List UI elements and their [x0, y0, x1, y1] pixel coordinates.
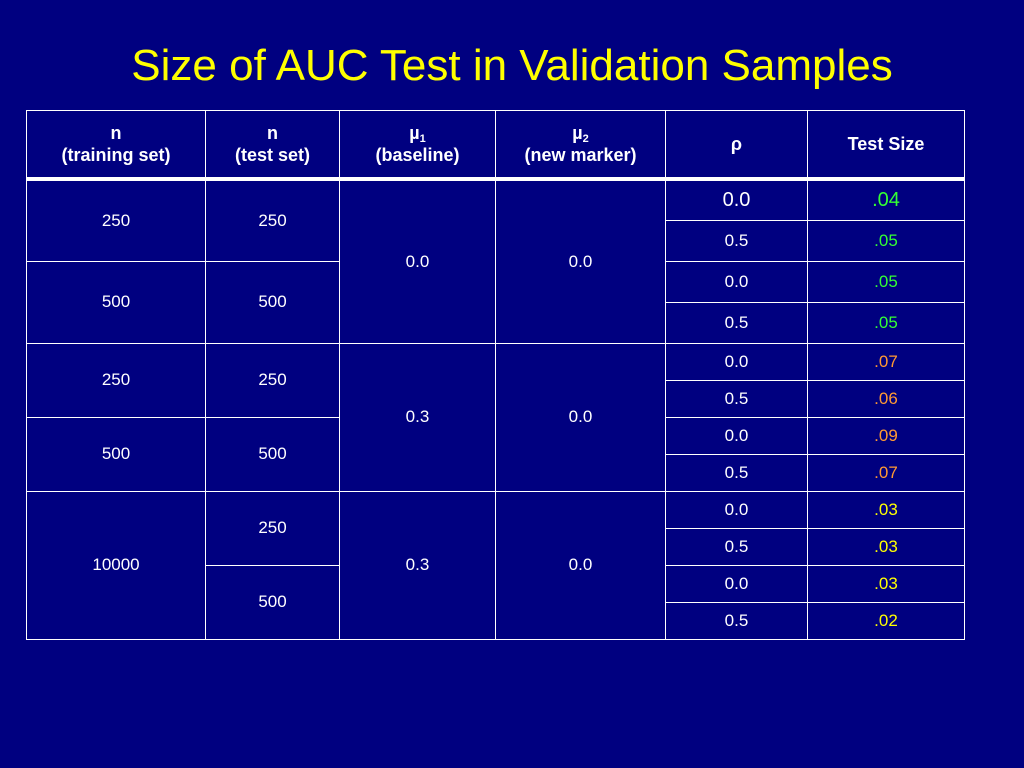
table-row: 0.5 .05 [27, 219, 965, 262]
header-mu2: µ2 (new marker) [495, 110, 666, 181]
cell-n-training: 500 [26, 416, 206, 492]
cell-rho: 0.5 [665, 527, 808, 566]
cell-n-training: 10000 [26, 490, 206, 640]
header-mu1-line2: (baseline) [375, 145, 460, 165]
cell-mu2: 0.0 [495, 490, 666, 640]
table-row: 0.5 .03 [27, 527, 965, 566]
cell-n-test: 250 [205, 178, 340, 262]
cell-test-size: .04 [807, 178, 965, 221]
table-row: 0.5 .06 [27, 379, 965, 418]
cell-n-training: 500 [26, 260, 206, 344]
cell-n-test: 500 [205, 416, 340, 492]
cell-test-size: .03 [807, 527, 965, 566]
header-mu1-symbol: µ [409, 123, 420, 143]
table-row: 500 0.0 .03 [27, 564, 965, 640]
cell-test-size: .05 [807, 301, 965, 344]
cell-rho: 0.0 [665, 490, 808, 529]
cell-test-size: .05 [807, 219, 965, 262]
header-rho: ρ [665, 110, 808, 181]
table-row: 500 500 0.0 .09 [26, 416, 965, 492]
header-row: n (training set) n (test set) µ1 (baseli… [26, 110, 965, 181]
table-row: 0.5 .07 [27, 453, 965, 492]
cell-mu2: 0.0 [495, 178, 666, 344]
cell-test-size: .07 [807, 342, 965, 381]
header-test-size: Test Size [807, 110, 965, 181]
cell-mu1: 0.3 [339, 490, 496, 640]
cell-test-size: .06 [807, 379, 965, 418]
header-mu2-line2: (new marker) [524, 145, 637, 165]
cell-rho: 0.0 [665, 260, 808, 303]
header-n-training: n (training set) [26, 110, 206, 181]
cell-rho: 0.5 [665, 453, 808, 492]
header-n-training-line2: (training set) [61, 145, 171, 165]
cell-n-training: 250 [26, 342, 206, 418]
cell-rho: 0.5 [665, 219, 808, 262]
header-mu2-symbol: µ [572, 123, 583, 143]
cell-rho: 0.0 [665, 342, 808, 381]
cell-n-test: 250 [205, 490, 340, 566]
cell-rho: 0.0 [665, 564, 808, 603]
table-row: 0.5 .05 [27, 301, 965, 344]
header-mu2-sub: 2 [582, 133, 589, 145]
cell-rho: 0.5 [665, 379, 808, 418]
header-n-test-line1: n [267, 123, 278, 143]
cell-rho: 0.5 [665, 301, 808, 344]
cell-mu2: 0.0 [495, 342, 666, 492]
cell-n-training: 250 [26, 178, 206, 262]
table-row: 500 500 0.0 .05 [26, 260, 965, 344]
cell-n-test: 500 [205, 564, 340, 640]
header-mu1: µ1 (baseline) [339, 110, 496, 181]
slide-title: Size of AUC Test in Validation Samples [131, 41, 893, 90]
cell-rho: 0.5 [665, 601, 808, 640]
cell-n-test: 500 [205, 260, 340, 344]
header-n-test-line2: (test set) [234, 145, 310, 165]
cell-rho: 0.0 [665, 178, 808, 221]
cell-test-size: .09 [807, 416, 965, 455]
cell-test-size: .03 [807, 564, 965, 603]
cell-mu1: 0.3 [339, 342, 496, 492]
header-mu1-sub: 1 [419, 133, 426, 145]
cell-n-test: 250 [205, 342, 340, 418]
table-row: 10000 250 0.3 0.0 0.0 .03 [26, 490, 965, 640]
cell-test-size: .07 [807, 453, 965, 492]
table-row: 250 250 0.3 0.0 0.0 .07 [26, 342, 965, 492]
cell-test-size: .05 [807, 260, 965, 303]
results-table: n (training set) n (test set) µ1 (baseli… [26, 110, 965, 640]
table-row: 0.5 .02 [27, 601, 965, 640]
header-n-test: n (test set) [205, 110, 340, 181]
cell-test-size: .02 [807, 601, 965, 640]
header-n-training-line1: n [110, 123, 122, 143]
cell-rho: 0.0 [665, 416, 808, 455]
table-row: 250 250 0.0 0.0 0.0 .04 [26, 178, 965, 344]
cell-mu1: 0.0 [339, 178, 496, 344]
cell-test-size: .03 [807, 490, 965, 529]
